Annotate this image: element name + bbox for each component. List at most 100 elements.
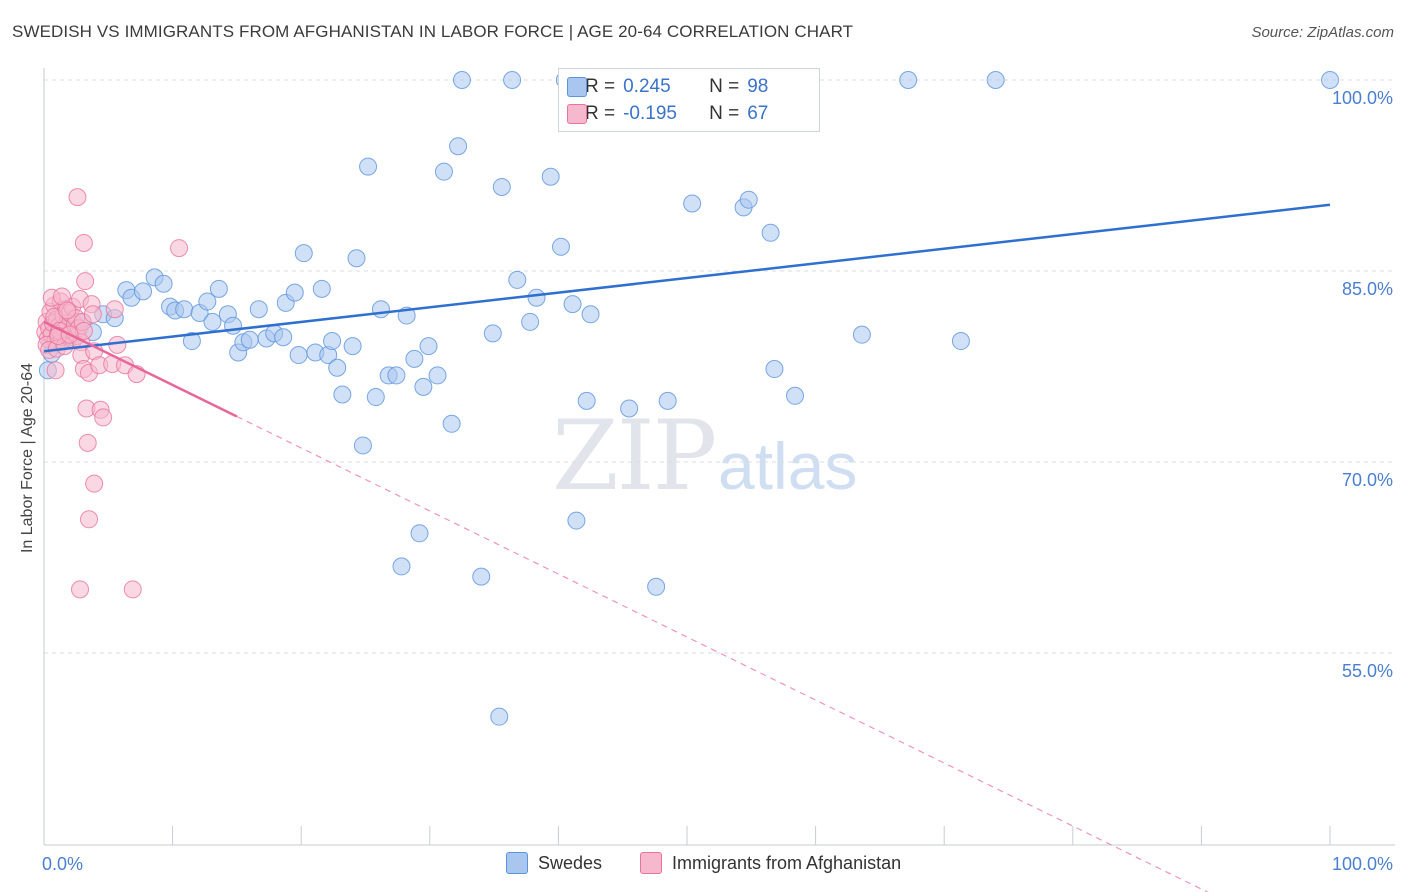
swedes-point	[414, 377, 433, 396]
swedes-point	[449, 137, 468, 156]
swedes-point	[328, 358, 347, 377]
swedes-point	[434, 162, 453, 181]
swedes-point	[134, 282, 153, 301]
y-tick-label: 100.0%	[1332, 88, 1393, 108]
afghanistan-point	[80, 510, 99, 529]
swedes-point	[294, 244, 313, 263]
afghanistan-point	[108, 335, 127, 354]
afghanistan-n-value: 67	[747, 103, 769, 124]
y-tick-label: 85.0%	[1342, 279, 1393, 299]
swedes-point	[428, 366, 447, 385]
n-label: N =	[709, 103, 740, 124]
afghanistan-swatch	[567, 104, 587, 124]
swedes-trend-line	[43, 203, 1331, 353]
afghanistan-point	[85, 474, 104, 493]
swedes-point	[198, 292, 217, 311]
swedes-point	[472, 567, 491, 586]
swedes-point	[483, 324, 502, 343]
swedes-point	[527, 288, 546, 307]
swedes-point	[353, 436, 372, 455]
swedes-point	[658, 391, 677, 410]
n-label: N =	[709, 76, 740, 97]
swedes-r-value: 0.245	[623, 76, 671, 97]
swedes-point	[371, 300, 390, 319]
afghanistan-point	[170, 239, 189, 258]
r-label: R =	[585, 76, 616, 97]
swedes-point	[289, 346, 308, 365]
afghanistan-legend-swatch	[640, 852, 662, 874]
chart-title: SWEDISH VS IMMIGRANTS FROM AFGHANISTAN I…	[12, 22, 854, 41]
swedes-point	[541, 167, 560, 186]
swedes-legend-swatch	[506, 852, 528, 874]
swedes-point	[986, 71, 1005, 89]
legend-item-swedes[interactable]: Swedes	[506, 852, 602, 874]
swedes-point	[683, 194, 702, 213]
swedes-point	[567, 511, 586, 530]
swedes-point	[647, 577, 666, 596]
swedes-point	[203, 312, 222, 331]
x-tick-label-max: 100.0%	[1332, 854, 1393, 874]
legend-item-afghanistan[interactable]: Immigrants from Afghanistan	[640, 852, 901, 874]
watermark-atlas: atlas	[718, 429, 858, 503]
x-tick-label-min: 0.0%	[42, 854, 83, 874]
swedes-point	[899, 71, 918, 89]
swedes-point	[410, 524, 429, 543]
afghanistan-point	[105, 300, 124, 319]
swedes-point	[182, 332, 201, 351]
afghanistan-point	[58, 301, 77, 320]
swedes-point	[224, 316, 243, 335]
swedes-point	[405, 349, 424, 368]
swedes-point	[312, 279, 331, 298]
swedes-point	[551, 237, 570, 256]
afghanistan-point	[76, 272, 95, 291]
afghanistan-trend-line	[43, 320, 238, 418]
afghanistan-point	[68, 188, 87, 207]
afghanistan-legend-label: Immigrants from Afghanistan	[672, 852, 902, 873]
afghanistan-point	[71, 580, 90, 599]
swedes-legend-label: Swedes	[538, 852, 603, 873]
swedes-point	[359, 157, 378, 176]
swedes-point	[739, 190, 758, 209]
swedes-point	[154, 274, 173, 293]
swedes-point	[419, 337, 438, 356]
afghanistan-point	[78, 433, 97, 452]
swedes-point	[786, 386, 805, 405]
swedes-point	[620, 399, 639, 418]
swedes-point	[240, 330, 259, 349]
swedes-point	[1321, 71, 1339, 89]
swedes-point	[492, 177, 511, 196]
swedes-point	[347, 249, 366, 268]
swedes-point	[521, 312, 540, 331]
swedes-point	[274, 328, 293, 347]
afghanistan-r-value: -0.195	[623, 103, 677, 124]
legend-row-afghanistan: R = -0.195 N = 67	[567, 102, 769, 126]
swedes-point	[323, 332, 342, 351]
source-credit: Source: ZipAtlas.com	[1251, 24, 1394, 41]
y-tick-label: 55.0%	[1342, 661, 1393, 681]
watermark-zip: ZIP	[552, 400, 717, 512]
swedes-point	[761, 223, 780, 242]
swedes-point	[503, 71, 522, 89]
swedes-point	[249, 300, 268, 319]
y-tick-label: 70.0%	[1342, 470, 1393, 490]
swedes-point	[333, 385, 352, 404]
swedes-point	[285, 283, 304, 302]
swedes-point	[392, 557, 411, 576]
swedes-point	[581, 305, 600, 324]
afghanistan-point	[123, 580, 142, 599]
r-label: R =	[585, 103, 616, 124]
swedes-point	[852, 325, 871, 344]
correlation-legend: R = 0.245 N = 98 R = -0.195 N = 67	[558, 68, 820, 132]
swedes-point	[508, 270, 527, 289]
swedes-point	[452, 71, 471, 89]
swedes-point	[765, 360, 784, 379]
swedes-point	[366, 388, 385, 407]
afghanistan-point	[46, 361, 65, 380]
swedes-n-value: 98	[747, 76, 769, 97]
afghanistan-point	[94, 408, 113, 427]
afghanistan-point	[83, 305, 102, 324]
swedes-point	[490, 707, 509, 726]
legend-row-swedes: R = 0.245 N = 98	[567, 75, 769, 99]
swedes-point	[175, 300, 194, 319]
